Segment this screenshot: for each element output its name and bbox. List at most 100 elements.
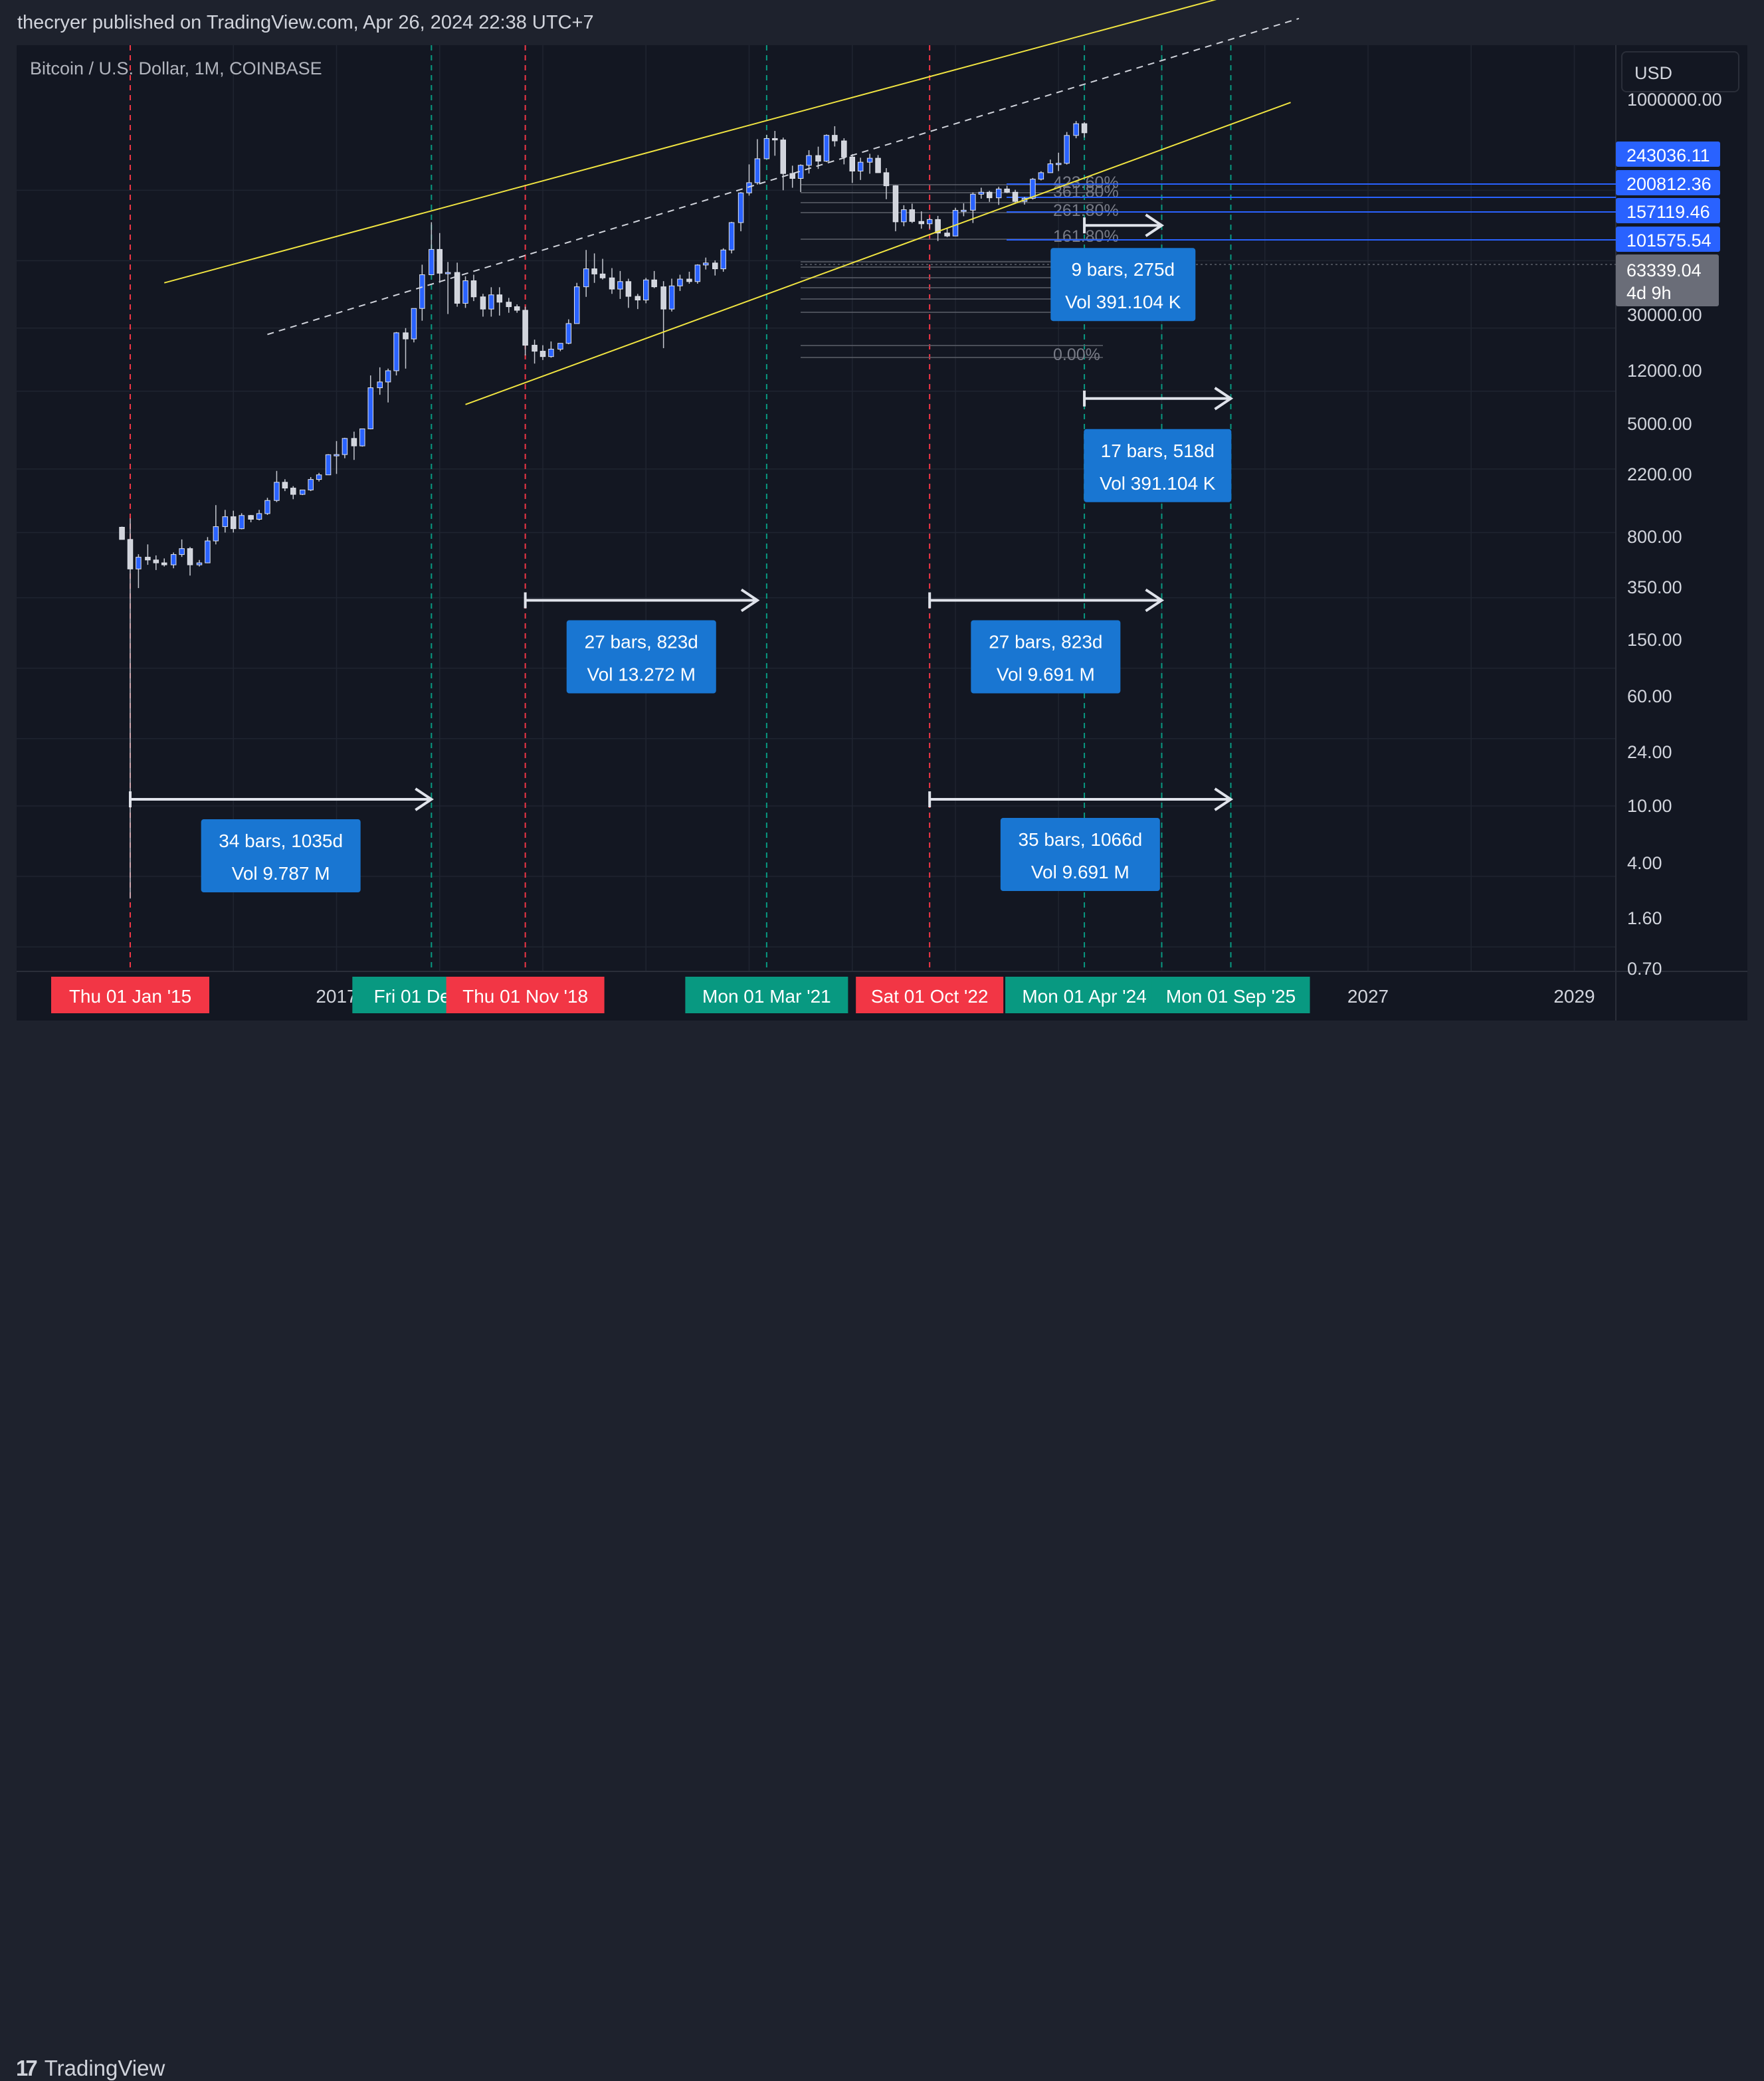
currency-selector-button[interactable]: USD xyxy=(1621,51,1739,92)
date-tag xyxy=(446,977,605,1013)
measure-arrowhead-icon xyxy=(1214,787,1234,811)
candle-up xyxy=(1064,135,1070,164)
time-axis-tick: 2029 xyxy=(1553,986,1595,1007)
candle-up xyxy=(136,557,142,569)
candle-up xyxy=(1030,179,1036,199)
measure-info-box[interactable] xyxy=(201,819,361,893)
candle-down xyxy=(609,277,615,290)
channel-lower-line[interactable] xyxy=(465,102,1291,405)
date-tag-label: Mon 01 Sep '25 xyxy=(1166,986,1296,1007)
candle-down xyxy=(660,286,666,310)
target-price-tag-label: 157119.46 xyxy=(1626,202,1710,222)
channel-middle-line[interactable] xyxy=(267,17,1300,336)
measure-info-box[interactable] xyxy=(1084,429,1232,502)
candle-up xyxy=(1056,163,1062,165)
candle-down xyxy=(403,332,409,340)
candle-down xyxy=(686,278,692,282)
current-price-label: 63339.04 xyxy=(1626,260,1702,280)
candle-up xyxy=(694,264,701,282)
candle-up xyxy=(1047,163,1054,173)
price-axis-tick: 12000.00 xyxy=(1627,361,1702,381)
price-axis-tick: 30000.00 xyxy=(1627,305,1702,325)
measure-info-box[interactable] xyxy=(566,620,716,694)
candle-up xyxy=(583,268,589,288)
candle-up xyxy=(746,182,752,193)
measure-info-box[interactable] xyxy=(1000,818,1160,892)
date-tag-label: Thu 01 Jan '15 xyxy=(69,986,191,1007)
target-price-tag-label: 243036.11 xyxy=(1626,146,1710,165)
publisher-line: thecryer published on TradingView.com, A… xyxy=(17,12,594,33)
target-price-tag xyxy=(1616,170,1720,195)
candle-up xyxy=(325,454,332,476)
candle-up xyxy=(377,381,383,389)
candle-down xyxy=(290,488,296,495)
candle-down xyxy=(944,233,950,237)
candle-up xyxy=(754,158,761,183)
measure-arrowhead-icon xyxy=(1145,213,1165,237)
candle-up xyxy=(668,285,675,310)
candle-up xyxy=(444,272,451,274)
candle-up xyxy=(617,281,623,290)
candle-up xyxy=(359,428,365,446)
date-tag xyxy=(685,977,848,1013)
candle-up xyxy=(411,308,417,340)
price-chart[interactable]: 423.60%361.80%261.80%161.80%100.00%61.80… xyxy=(0,0,1764,1078)
symbol-title: Bitcoin / U.S. Dollar, 1M, COINBASE xyxy=(30,58,322,78)
candle-down xyxy=(145,557,151,561)
candle-up xyxy=(334,454,340,456)
candle-up xyxy=(866,157,873,163)
measure-info-box[interactable] xyxy=(1050,248,1196,322)
measure-bars-label: 34 bars, 1035d xyxy=(219,831,343,851)
price-axis-tick: 1000000.00 xyxy=(1627,90,1722,110)
measure-info-box[interactable] xyxy=(971,620,1121,694)
channel-upper-line[interactable] xyxy=(163,0,1247,284)
candle-up xyxy=(1038,172,1044,180)
date-tag-label: Thu 01 Nov '18 xyxy=(462,986,588,1007)
candle-down xyxy=(1004,188,1010,193)
candle-down xyxy=(282,482,288,489)
candle-down xyxy=(153,559,159,563)
measure-bars-label: 27 bars, 823d xyxy=(585,631,698,652)
tradingview-logo[interactable]: 17 TradingView xyxy=(16,2056,165,2081)
date-tag-label: Mon 01 Mar '21 xyxy=(702,986,831,1007)
date-tag xyxy=(1151,977,1310,1013)
candle-up xyxy=(995,188,1002,199)
measure-volume-label: Vol 9.691 M xyxy=(997,664,1095,684)
time-axis-tick: 2027 xyxy=(1347,986,1389,1007)
candle-up xyxy=(342,438,348,455)
candle-up xyxy=(308,479,314,490)
candle-up xyxy=(763,138,770,159)
candle-up xyxy=(926,219,933,225)
candle-up xyxy=(429,248,435,276)
candle-down xyxy=(454,272,460,304)
candle-down xyxy=(875,157,881,173)
candle-down xyxy=(935,219,941,234)
price-axis-tick: 350.00 xyxy=(1627,577,1682,597)
candle-up xyxy=(737,192,744,223)
candle-down xyxy=(625,281,632,297)
candle-up xyxy=(205,540,211,563)
candle-up xyxy=(462,280,468,304)
measure-volume-label: Vol 9.787 M xyxy=(232,863,330,884)
candle-up xyxy=(703,262,709,266)
measure-arrowhead-icon xyxy=(740,588,760,613)
date-tag xyxy=(856,977,1004,1013)
candle-up xyxy=(548,348,554,357)
candle-up xyxy=(720,249,726,270)
candle-down xyxy=(883,172,890,187)
price-axis-tick: 10.00 xyxy=(1627,796,1672,816)
tradingview-logo-icon: 17 xyxy=(16,2056,38,2080)
date-tag xyxy=(51,977,209,1013)
candle-up xyxy=(213,526,219,542)
candle-up xyxy=(196,562,203,565)
measure-volume-label: Vol 13.272 M xyxy=(587,664,696,684)
candle-down xyxy=(780,140,786,174)
candle-up xyxy=(565,323,572,344)
candle-down xyxy=(1012,191,1019,202)
price-axis-tick: 150.00 xyxy=(1627,630,1682,650)
candle-up xyxy=(393,332,399,371)
candle-down xyxy=(815,155,821,162)
candle-up xyxy=(901,209,907,223)
candle-down xyxy=(841,140,847,157)
date-tag xyxy=(1005,977,1164,1013)
